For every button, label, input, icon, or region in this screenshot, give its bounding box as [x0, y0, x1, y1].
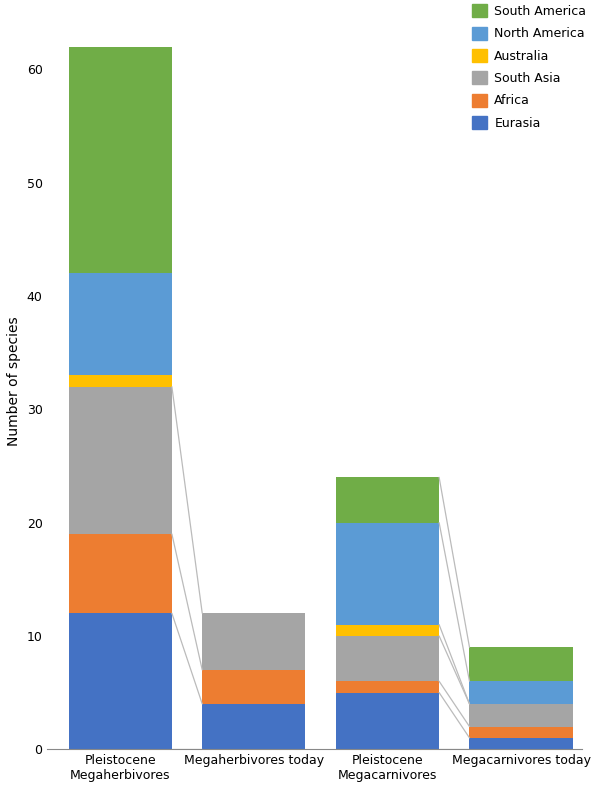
Bar [202, 704, 306, 750]
Legend: South America, North America, Australia, South Asia, Africa, Eurasia: South America, North America, Australia,… [472, 5, 586, 130]
Y-axis label: Number of species: Number of species [7, 316, 21, 446]
Bar [68, 534, 172, 613]
Bar [469, 647, 573, 681]
Bar [202, 613, 306, 670]
Bar [68, 613, 172, 750]
Bar [336, 636, 439, 681]
Bar [336, 693, 439, 750]
Bar [336, 477, 439, 522]
Bar [202, 670, 306, 704]
Bar [469, 681, 573, 704]
Bar [469, 738, 573, 750]
Bar [336, 625, 439, 636]
Bar [336, 681, 439, 693]
Bar [469, 727, 573, 738]
Bar [336, 522, 439, 625]
Bar [68, 387, 172, 534]
Bar [68, 376, 172, 387]
Bar [68, 274, 172, 376]
Bar [68, 47, 172, 274]
Bar [469, 704, 573, 727]
